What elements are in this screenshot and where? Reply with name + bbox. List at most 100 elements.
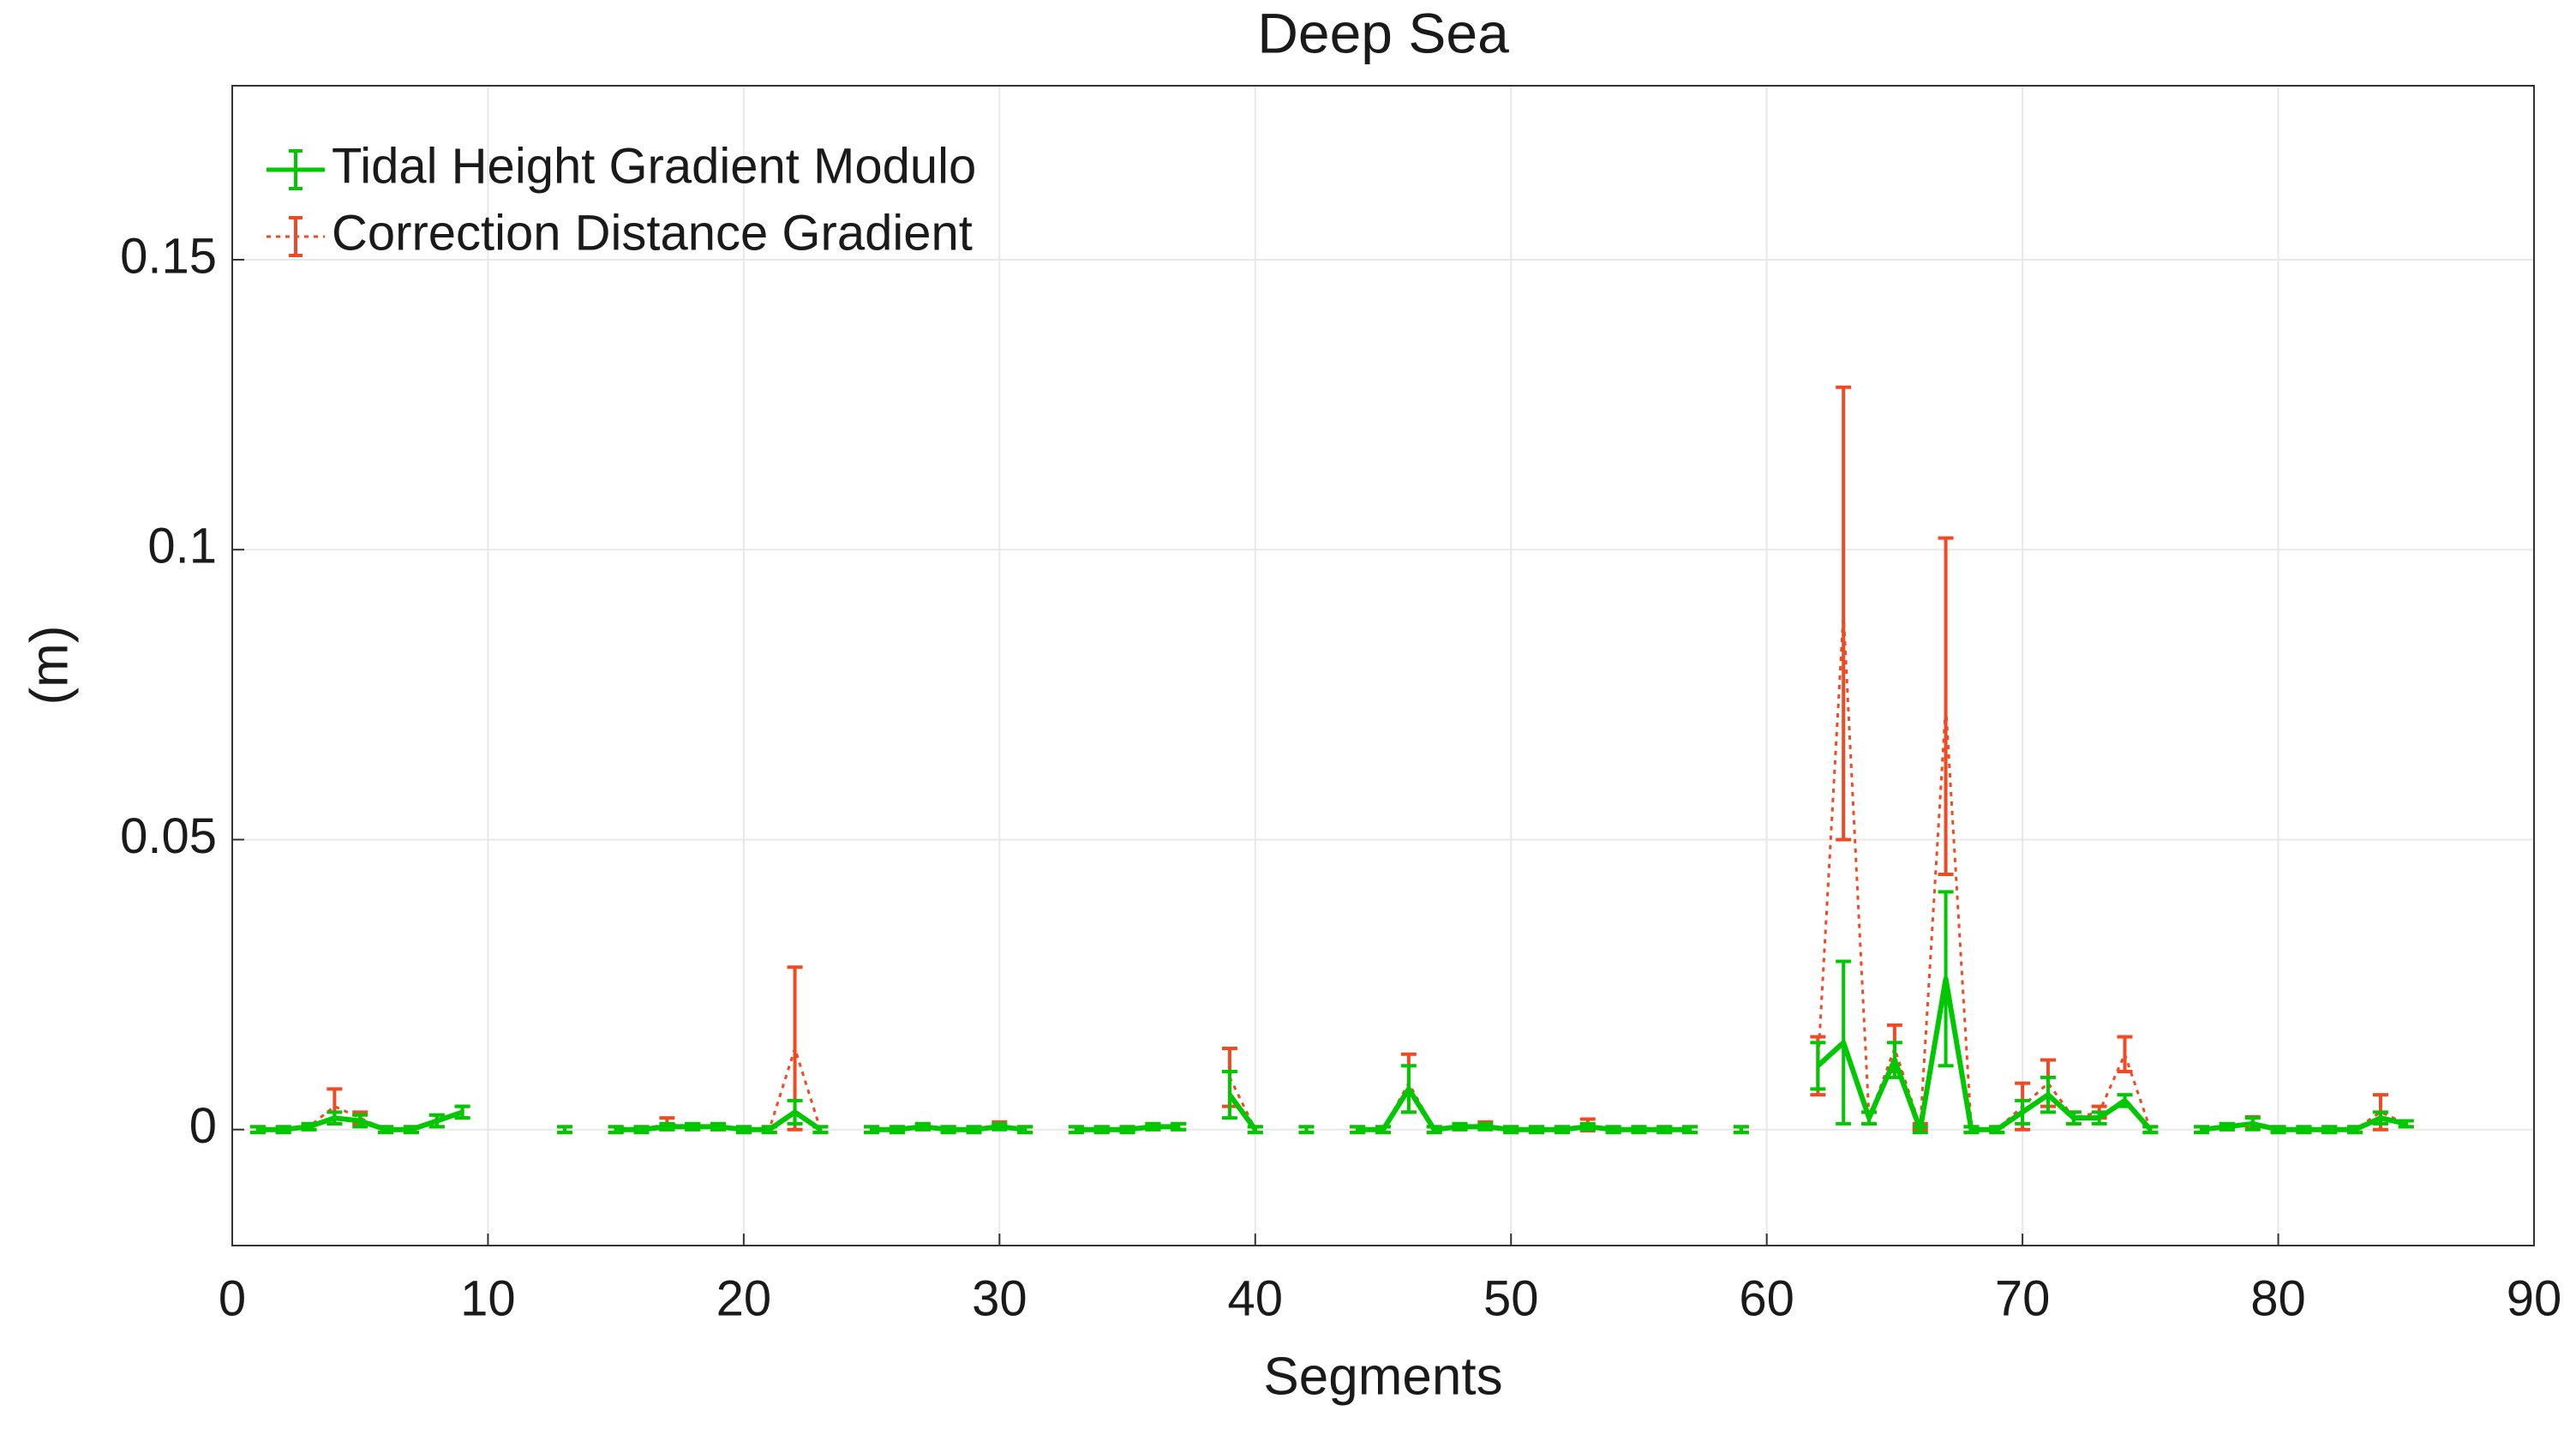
- error-bar: [1836, 385, 1852, 842]
- error-bar: [966, 1125, 982, 1135]
- error-bar: [1298, 1125, 1315, 1135]
- error-bar: [735, 1125, 752, 1135]
- error-bar: [1810, 1041, 1826, 1091]
- x-tick-label: 50: [1483, 1270, 1539, 1326]
- error-bar: [2219, 1121, 2235, 1132]
- x-tick-label: 60: [1739, 1270, 1794, 1326]
- plot-frame: [231, 85, 2535, 1246]
- legend-label: Correction Distance Gradient: [332, 205, 973, 261]
- x-tick-label: 40: [1228, 1270, 1284, 1326]
- error-bar: [659, 1121, 675, 1132]
- x-tick-label: 10: [460, 1270, 516, 1326]
- error-bar: [2091, 1110, 2107, 1126]
- error-bar: [608, 1125, 624, 1135]
- error-bar: [1145, 1121, 1161, 1132]
- error-bar: [761, 1125, 777, 1135]
- error-bar: [1605, 1125, 1621, 1135]
- error-bar: [2117, 1093, 2133, 1108]
- error-bar: [2398, 1119, 2414, 1129]
- error-bar: [991, 1121, 1008, 1132]
- error-bar: [1861, 1110, 1878, 1126]
- error-bar: [1452, 1121, 1468, 1132]
- error-bar: [633, 1125, 650, 1135]
- x-tick-label: 20: [716, 1270, 772, 1326]
- error-bar: [1554, 1125, 1570, 1135]
- error-bar: [1989, 1125, 2005, 1135]
- error-bar: [1350, 1125, 1366, 1135]
- error-bar: [1529, 1125, 1545, 1135]
- error-bar: [1119, 1125, 1135, 1135]
- error-bar: [352, 1113, 368, 1129]
- error-bar: [940, 1125, 956, 1135]
- error-bar: [787, 1098, 803, 1126]
- plot-area: [232, 86, 2534, 1246]
- legend: Tidal Height Gradient Modulo Correction D…: [267, 138, 976, 261]
- error-bar: [2270, 1125, 2286, 1135]
- error-bar: [301, 1121, 317, 1132]
- error-bar: [1068, 1125, 1084, 1135]
- error-bar: [403, 1125, 419, 1135]
- error-bar: [2040, 1075, 2056, 1114]
- y-tick-label: 0.05: [120, 808, 217, 864]
- error-bar: [1426, 1125, 1442, 1135]
- x-tick-label: 90: [2507, 1270, 2562, 1326]
- error-bar: [249, 1125, 266, 1135]
- error-bar: [2244, 1116, 2261, 1132]
- error-bar: [556, 1125, 572, 1135]
- error-bar: [326, 1110, 343, 1126]
- legend-label: Tidal Height Gradient Modulo: [332, 138, 976, 194]
- error-bar: [914, 1121, 931, 1132]
- error-bar: [1912, 1125, 1928, 1135]
- x-tick-label: 30: [972, 1270, 1027, 1326]
- error-bar: [1938, 536, 1954, 877]
- error-bar: [2065, 1110, 2082, 1126]
- series: [249, 890, 2414, 1135]
- error-bar: [889, 1125, 905, 1135]
- error-bar: [2194, 1125, 2210, 1135]
- error-bar: [1938, 890, 1954, 1068]
- error-bar: [710, 1121, 727, 1132]
- error-bar: [454, 1104, 470, 1120]
- error-bar: [2015, 1098, 2031, 1126]
- error-bar: [1579, 1121, 1596, 1132]
- error-bar: [1656, 1125, 1673, 1135]
- x-tick-label: 0: [219, 1270, 246, 1326]
- error-bar: [1836, 959, 1852, 1126]
- error-bar: [1963, 1125, 1980, 1135]
- y-tick-label: 0: [189, 1098, 217, 1154]
- x-tick-label: 70: [1995, 1270, 2051, 1326]
- error-bar: [2142, 1125, 2159, 1135]
- error-bar: [1477, 1121, 1494, 1132]
- error-bar: [1733, 1125, 1749, 1135]
- error-bar: [1221, 1070, 1237, 1120]
- error-bar: [1631, 1125, 1647, 1135]
- error-bar: [2296, 1125, 2312, 1135]
- error-bar: [275, 1125, 291, 1135]
- error-bar: [2372, 1110, 2388, 1126]
- error-bar: [1171, 1121, 1187, 1132]
- error-bar: [812, 1125, 829, 1135]
- error-bar: [378, 1125, 394, 1135]
- error-bar: [428, 1113, 445, 1129]
- error-bar: [1886, 1041, 1902, 1079]
- x-axis-label: Segments: [1263, 1347, 1502, 1406]
- error-bar: [2117, 1035, 2133, 1074]
- error-bar: [1375, 1125, 1391, 1135]
- y-axis-label: (m): [20, 626, 79, 705]
- error-bar: [864, 1125, 880, 1135]
- y-tick-label: 0.15: [120, 228, 217, 284]
- chart-title: Deep Sea: [1257, 1, 1509, 64]
- error-bar: [1093, 1125, 1110, 1135]
- error-bar: [2321, 1125, 2338, 1135]
- error-bar: [1017, 1125, 1033, 1135]
- error-bar: [1247, 1125, 1263, 1135]
- error-bar: [1682, 1125, 1698, 1135]
- error-bar: [1400, 1064, 1417, 1114]
- error-bar: [1503, 1125, 1519, 1135]
- x-tick-label: 80: [2250, 1270, 2306, 1326]
- error-bar: [2347, 1125, 2363, 1135]
- error-bar: [685, 1121, 701, 1132]
- y-tick-label: 0.1: [147, 519, 217, 574]
